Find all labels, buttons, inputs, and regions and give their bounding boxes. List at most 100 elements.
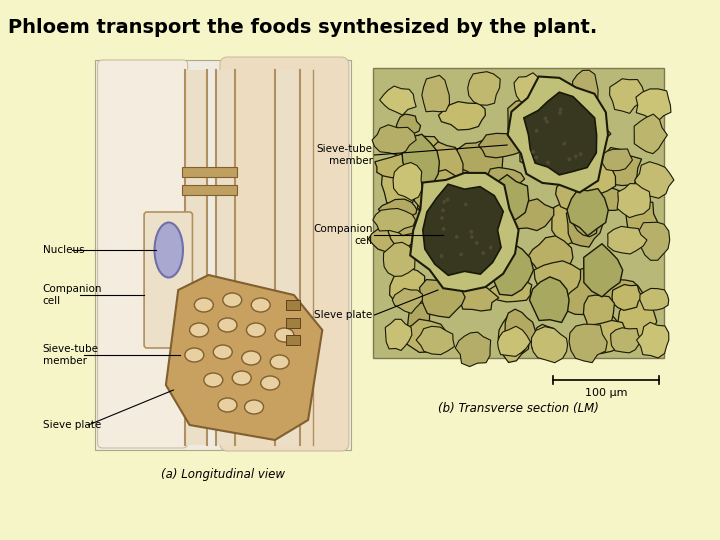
Polygon shape <box>410 173 518 292</box>
Polygon shape <box>375 154 418 179</box>
Polygon shape <box>601 149 632 171</box>
Ellipse shape <box>574 154 577 158</box>
Polygon shape <box>582 320 629 354</box>
Polygon shape <box>479 133 525 158</box>
Text: (a) Longitudinal view: (a) Longitudinal view <box>161 468 285 481</box>
Polygon shape <box>602 280 643 308</box>
Polygon shape <box>166 275 323 440</box>
Polygon shape <box>626 200 657 246</box>
Polygon shape <box>610 79 644 113</box>
Polygon shape <box>418 179 462 217</box>
Ellipse shape <box>251 298 270 312</box>
Polygon shape <box>584 244 623 297</box>
Bar <box>185 70 207 445</box>
Polygon shape <box>593 187 631 211</box>
Polygon shape <box>457 139 503 179</box>
FancyBboxPatch shape <box>98 60 188 448</box>
Polygon shape <box>560 268 600 315</box>
Polygon shape <box>464 261 500 285</box>
Polygon shape <box>618 192 647 213</box>
Polygon shape <box>570 124 611 145</box>
Polygon shape <box>532 325 559 359</box>
Ellipse shape <box>440 216 444 220</box>
Ellipse shape <box>562 141 566 146</box>
Ellipse shape <box>218 398 237 412</box>
Polygon shape <box>567 188 608 236</box>
Ellipse shape <box>535 129 539 133</box>
Polygon shape <box>436 208 466 229</box>
Ellipse shape <box>155 222 183 278</box>
Polygon shape <box>422 188 459 231</box>
Polygon shape <box>408 302 430 339</box>
Polygon shape <box>569 324 607 363</box>
Ellipse shape <box>579 152 582 156</box>
Polygon shape <box>384 242 415 276</box>
Polygon shape <box>527 236 573 278</box>
Polygon shape <box>488 279 532 302</box>
Polygon shape <box>514 73 546 106</box>
Text: 100 μm: 100 μm <box>585 388 627 398</box>
Polygon shape <box>369 225 421 253</box>
Ellipse shape <box>546 160 550 165</box>
Polygon shape <box>636 89 671 121</box>
Polygon shape <box>402 319 451 353</box>
Ellipse shape <box>544 117 547 120</box>
Ellipse shape <box>455 235 459 239</box>
Bar <box>182 330 237 340</box>
Ellipse shape <box>189 323 209 337</box>
Polygon shape <box>420 276 465 318</box>
Polygon shape <box>593 147 642 186</box>
Ellipse shape <box>559 107 562 111</box>
Text: Sleve plate: Sleve plate <box>315 310 372 320</box>
Ellipse shape <box>275 328 294 342</box>
Ellipse shape <box>440 254 444 258</box>
Polygon shape <box>422 75 449 112</box>
Polygon shape <box>455 332 490 367</box>
Polygon shape <box>505 309 536 354</box>
Polygon shape <box>552 198 592 245</box>
Polygon shape <box>457 284 499 311</box>
Ellipse shape <box>558 111 562 115</box>
Ellipse shape <box>204 373 222 387</box>
Polygon shape <box>393 163 423 200</box>
Polygon shape <box>373 208 415 233</box>
Bar <box>275 70 300 445</box>
Ellipse shape <box>242 351 261 365</box>
Polygon shape <box>485 167 525 193</box>
Polygon shape <box>529 277 569 322</box>
Bar <box>182 185 237 195</box>
Text: (b) Transverse section (LM): (b) Transverse section (LM) <box>438 402 598 415</box>
Polygon shape <box>390 265 425 305</box>
Text: Companion
cell: Companion cell <box>42 284 102 306</box>
Polygon shape <box>591 316 618 341</box>
Polygon shape <box>571 194 602 237</box>
Ellipse shape <box>261 376 279 390</box>
Polygon shape <box>576 158 616 194</box>
Polygon shape <box>490 243 534 295</box>
Bar <box>287 335 300 345</box>
Ellipse shape <box>482 251 485 255</box>
Ellipse shape <box>245 400 264 414</box>
Polygon shape <box>634 114 667 154</box>
Ellipse shape <box>567 157 571 161</box>
Polygon shape <box>388 215 418 248</box>
Polygon shape <box>635 162 674 198</box>
Text: Companion
cell: Companion cell <box>313 224 372 246</box>
Ellipse shape <box>441 227 446 231</box>
Bar <box>182 348 237 358</box>
Polygon shape <box>520 140 554 171</box>
Polygon shape <box>392 288 423 313</box>
Polygon shape <box>534 131 564 181</box>
Polygon shape <box>546 253 571 298</box>
Polygon shape <box>440 215 488 239</box>
Polygon shape <box>416 326 454 355</box>
Polygon shape <box>400 139 431 180</box>
Ellipse shape <box>470 235 474 239</box>
Polygon shape <box>372 125 416 155</box>
Ellipse shape <box>474 241 479 245</box>
Polygon shape <box>584 254 611 284</box>
Polygon shape <box>413 170 466 214</box>
Ellipse shape <box>489 246 492 249</box>
Polygon shape <box>508 199 554 231</box>
Ellipse shape <box>534 156 539 159</box>
